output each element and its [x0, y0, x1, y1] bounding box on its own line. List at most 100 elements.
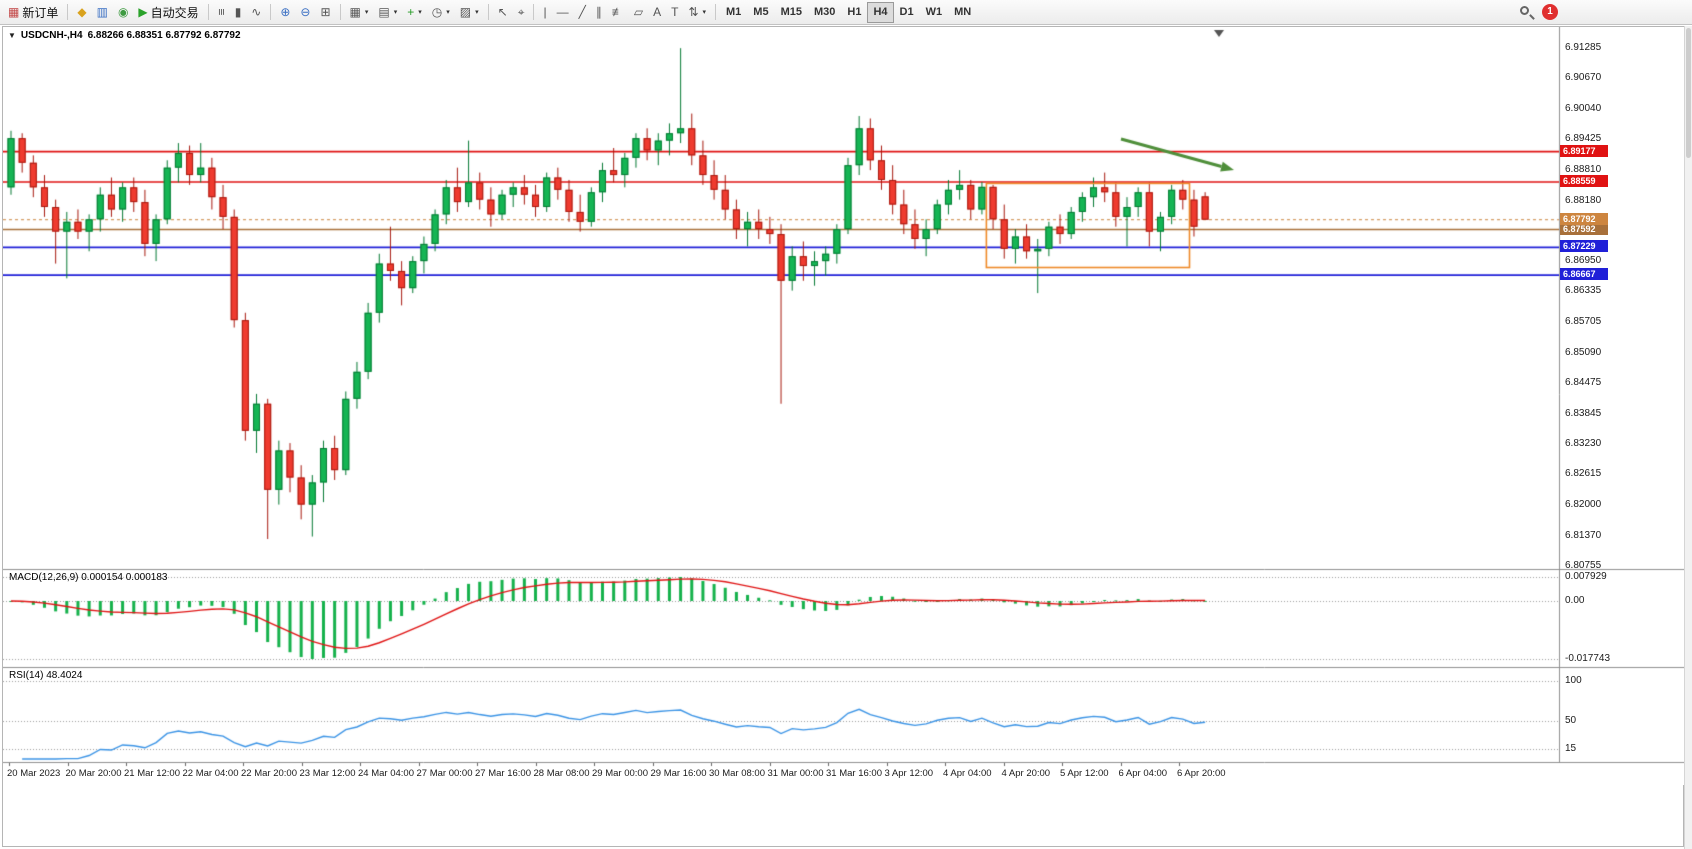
price-axis-label: 6.80755 [1565, 559, 1602, 571]
timeframe-m15-button-label: M15 [780, 6, 802, 18]
new-chart-button[interactable]: ▦ ▾ [345, 2, 374, 23]
timeframe-d1-button-label: D1 [899, 6, 914, 18]
equidistant-channel-button[interactable]: ∥ [591, 2, 607, 23]
trendline-icon: ╱ [578, 5, 586, 19]
timeframe-m30-button[interactable]: M30 [808, 2, 841, 23]
time-axis-label: 31 Mar 16:00 [826, 768, 882, 779]
arrows-button[interactable]: ⇅ ▾ [683, 2, 711, 23]
price-axis-label: 6.89425 [1565, 133, 1602, 145]
tile-windows-button[interactable]: ⊞ [315, 2, 335, 23]
horizontal-line-icon: — [556, 5, 569, 19]
auto-trading-button[interactable]: ▶ 自动交易 [133, 2, 203, 23]
trendline-button[interactable]: ╱ [574, 2, 591, 23]
toolbar-separator [487, 4, 489, 20]
notification-badge[interactable]: 1 [1542, 4, 1558, 20]
time-axis-label: 22 Mar 04:00 [182, 768, 239, 779]
time-axis-label: 5 Apr 12:00 [1060, 768, 1109, 779]
timeframe-m15-button[interactable]: M15 [775, 2, 808, 23]
cursor-button[interactable]: ↖ [493, 2, 513, 23]
profiles-button[interactable]: ▤ ▾ [373, 2, 402, 23]
bar-chart-button[interactable]: ≡ [213, 2, 230, 23]
text-button[interactable]: A [648, 2, 666, 23]
timeframe-mn-button-label: MN [954, 6, 972, 18]
time-axis-label: 6 Apr 20:00 [1177, 768, 1226, 779]
new-order-button[interactable]: ▦ 新订单 [3, 2, 63, 23]
periods-icon: ◷ [431, 5, 443, 19]
shapes-button[interactable]: ▱ [629, 2, 648, 23]
zoom-in-button[interactable]: ⊕ [275, 2, 295, 23]
vertical-scrollbar[interactable] [1684, 26, 1692, 849]
timeframe-w1-button[interactable]: W1 [920, 2, 949, 23]
zoom-in-icon: ⊕ [280, 5, 291, 19]
symbol-dropdown-caret-icon[interactable]: ▼ [8, 31, 16, 40]
timeframe-h4-button[interactable]: H4 [867, 1, 894, 23]
navigator-button[interactable]: ◉ [113, 2, 133, 23]
toolbar-separator [339, 4, 341, 20]
price-axis-label: 6.85090 [1565, 346, 1602, 358]
vertical-line-button[interactable]: | [538, 2, 551, 23]
text-label-button[interactable]: T [666, 2, 683, 23]
market-watch-button[interactable]: ◆ [72, 2, 91, 23]
price-tag: 6.87592 [1560, 222, 1608, 235]
candlestick-button[interactable]: ▮ [230, 2, 247, 23]
text-icon: A [653, 5, 662, 19]
cursor-icon: ↖ [497, 5, 508, 19]
search-icon[interactable] [1520, 6, 1529, 15]
price-axis-label: 6.85705 [1565, 316, 1602, 328]
time-axis-label: 6 Apr 04:00 [1118, 768, 1168, 779]
dropdown-caret-icon: ▾ [475, 9, 479, 16]
bar-chart-icon: ≡ [214, 8, 229, 16]
timeframe-m5-button[interactable]: M5 [747, 2, 774, 23]
templates-icon: ▨ [459, 5, 472, 19]
timeframe-m30-button-label: M30 [813, 6, 836, 18]
candlestick-icon: ▮ [234, 5, 242, 19]
zoom-out-button[interactable]: ⊖ [295, 2, 315, 23]
data-window-button[interactable]: ▥ [92, 2, 113, 23]
ohlc-values: 6.88266 6.88351 6.87792 6.87792 [87, 30, 241, 41]
time-axis-label: 27 Mar 00:00 [416, 768, 473, 779]
price-axis-label: 6.83230 [1565, 438, 1602, 450]
rsi-axis-label: 15 [1565, 743, 1577, 754]
timeframe-mn-button[interactable]: MN [948, 2, 977, 23]
new-chart-icon: ▦ [349, 5, 361, 19]
price-axis-label: 6.90040 [1565, 103, 1602, 115]
price-tag: 6.88559 [1560, 174, 1608, 187]
indicators-button[interactable]: + ▾ [402, 2, 427, 23]
price-axis-label: 6.86950 [1565, 255, 1602, 267]
time-axis-label: 23 Mar 12:00 [299, 768, 356, 779]
arrows-icon: ⇅ [688, 5, 699, 19]
line-chart-button[interactable]: ∿ [246, 2, 266, 23]
line-chart-icon: ∿ [251, 5, 262, 19]
text-label-icon: T [671, 5, 679, 19]
fibonacci-icon: ≢ [611, 5, 624, 19]
toolbar-separator [67, 4, 69, 20]
timeframe-h1-button[interactable]: H1 [841, 2, 867, 23]
fibonacci-button[interactable]: ≢ [607, 2, 629, 23]
time-axis-label: 22 Mar 20:00 [241, 768, 297, 779]
dropdown-caret-icon: ▾ [446, 9, 450, 16]
price-axis-label: 6.88810 [1565, 163, 1602, 175]
macd-axis-label: 0.00 [1565, 595, 1585, 606]
timeframe-w1-button-label: W1 [925, 6, 943, 18]
time-axis-label: 4 Apr 20:00 [1001, 768, 1051, 779]
time-axis-label: 20 Mar 20:00 [65, 768, 122, 779]
periods-button[interactable]: ◷ ▾ [427, 2, 455, 23]
time-axis-label: 29 Mar 16:00 [650, 768, 707, 779]
timeframe-m1-button[interactable]: M1 [720, 2, 747, 23]
navigator-icon: ◉ [117, 5, 129, 19]
timeframe-d1-button[interactable]: D1 [894, 2, 920, 23]
timeframe-m5-button-label: M5 [753, 6, 769, 18]
price-axis-label: 6.84475 [1565, 376, 1602, 388]
scrollbar-thumb[interactable] [1686, 28, 1691, 158]
time-axis-label: 3 Apr 12:00 [884, 768, 934, 779]
rsi-axis-label: 100 [1565, 675, 1582, 686]
time-axis-label: 21 Mar 12:00 [124, 768, 180, 779]
templates-button[interactable]: ▨ ▾ [455, 2, 484, 23]
chart-canvas[interactable] [3, 27, 1685, 785]
dropdown-caret-icon: ▾ [393, 9, 398, 16]
crosshair-button[interactable]: ⌖ [513, 2, 530, 23]
crosshair-icon: ⌖ [517, 5, 525, 19]
dropdown-caret-icon: ▾ [364, 9, 369, 16]
time-axis-label: 31 Mar 00:00 [767, 768, 824, 779]
horizontal-line-button[interactable]: — [552, 2, 574, 23]
